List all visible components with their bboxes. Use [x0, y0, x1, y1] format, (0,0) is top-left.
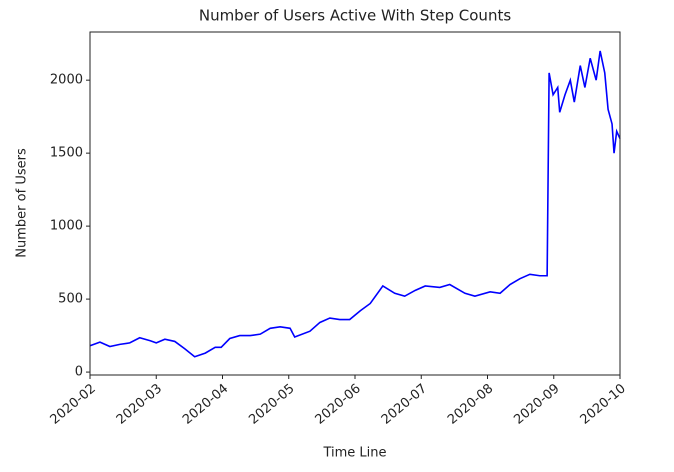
y-axis-label: Number of Users	[15, 148, 30, 258]
y-tick-label: 0	[75, 365, 83, 380]
x-tick-label: 2020-03	[114, 381, 165, 427]
data-line	[89, 50, 621, 358]
x-tick-label: 2020-08	[445, 381, 496, 427]
x-tick-label: 2020-06	[313, 381, 364, 427]
y-tick-label: 500	[58, 292, 83, 307]
x-axis-label: Time Line	[322, 446, 386, 461]
y-tick-label: 1500	[50, 146, 83, 161]
x-tick-label: 2020-09	[511, 381, 562, 427]
y-tick-label: 2000	[50, 73, 83, 88]
x-tick-label: 2020-02	[48, 381, 99, 427]
x-tick-label: 2020-05	[246, 381, 297, 427]
x-tick-label: 2020-07	[379, 381, 430, 427]
plot-frame	[89, 31, 621, 376]
chart-title: Number of Users Active With Step Counts	[199, 7, 511, 25]
y-tick-label: 1000	[50, 219, 83, 234]
x-tick-label: 2020-04	[180, 381, 231, 427]
x-tick-label: 2020-10	[578, 381, 629, 427]
